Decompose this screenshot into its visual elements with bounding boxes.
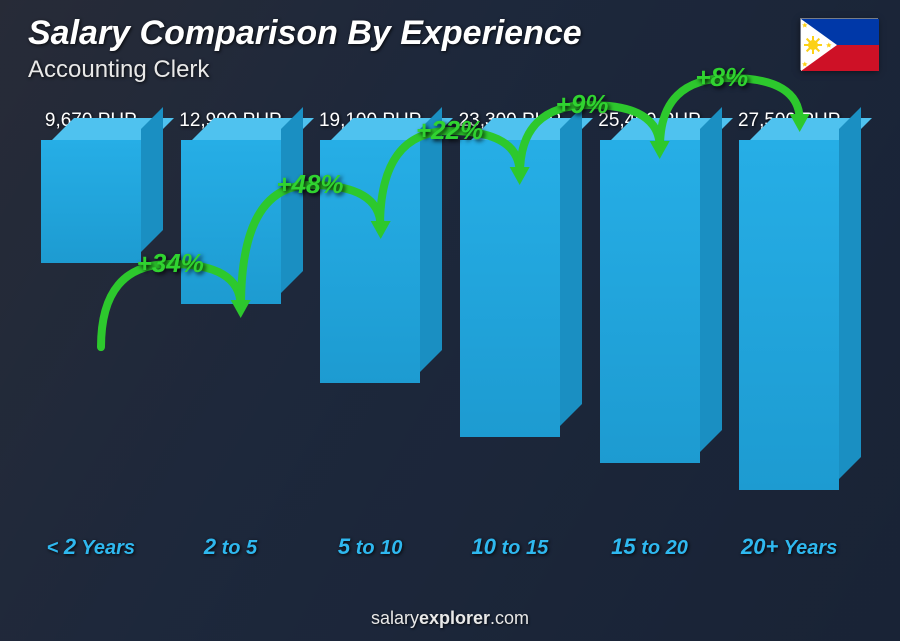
chart-canvas: Salary Comparison By Experience Accounti… bbox=[0, 0, 900, 641]
bar-column: 23,300 PHP bbox=[449, 110, 571, 526]
bar bbox=[739, 140, 839, 490]
bar-column: 19,100 PHP bbox=[309, 110, 431, 526]
bar-column: 27,500 PHP bbox=[728, 110, 850, 526]
chart-area: 9,670 PHP12,900 PHP19,100 PHP23,300 PHP2… bbox=[30, 110, 850, 556]
chart-subtitle: Accounting Clerk bbox=[28, 56, 209, 84]
bars-container: 9,670 PHP12,900 PHP19,100 PHP23,300 PHP2… bbox=[30, 110, 850, 526]
bar bbox=[600, 140, 700, 463]
increase-pct: +8% bbox=[695, 62, 748, 93]
footer-prefix: salary bbox=[371, 608, 419, 628]
category-label: < 2 Years bbox=[30, 534, 152, 560]
bar bbox=[41, 140, 141, 263]
bar bbox=[181, 140, 281, 304]
category-label: 2 to 5 bbox=[170, 534, 292, 560]
flag-philippines bbox=[800, 18, 878, 70]
category-label: 20+ Years bbox=[728, 534, 850, 560]
footer-brand: salaryexplorer.com bbox=[0, 608, 900, 629]
category-label: 10 to 15 bbox=[449, 534, 571, 560]
bar-column: 12,900 PHP bbox=[170, 110, 292, 526]
category-row: < 2 Years 2 to 5 5 to 10 10 to 15 15 to 20 20… bbox=[30, 534, 850, 560]
category-label: 15 to 20 bbox=[589, 534, 711, 560]
category-label: 5 to 10 bbox=[309, 534, 431, 560]
bar-column: 9,670 PHP bbox=[30, 110, 152, 526]
bar-column: 25,400 PHP bbox=[589, 110, 711, 526]
bar bbox=[320, 140, 420, 383]
footer-suffix: .com bbox=[490, 608, 529, 628]
footer-bold: explorer bbox=[419, 608, 490, 628]
chart-title: Salary Comparison By Experience bbox=[28, 14, 582, 53]
bar bbox=[460, 140, 560, 437]
